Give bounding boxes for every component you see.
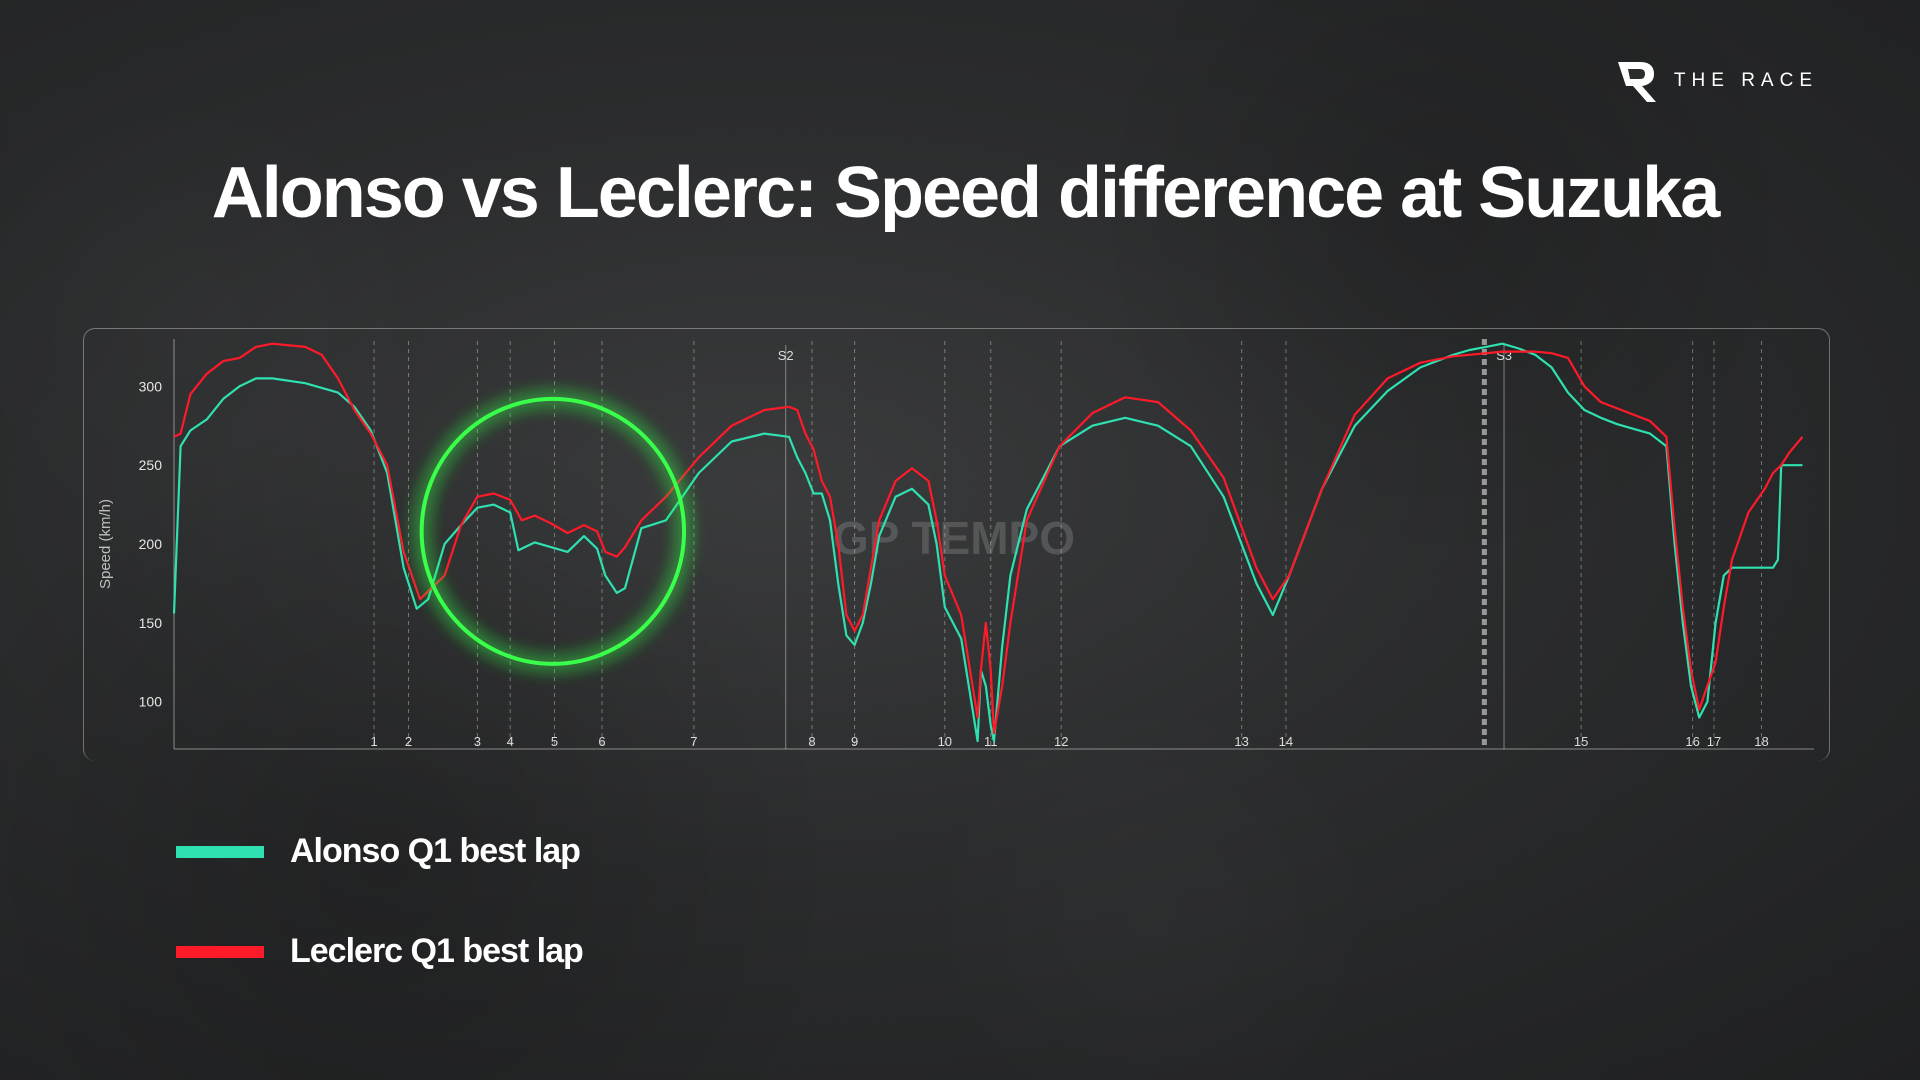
legend-label-alonso: Alonso Q1 best lap xyxy=(290,832,581,870)
legend-item-alonso: Alonso Q1 best lap xyxy=(176,832,581,871)
corner-label-13: 13 xyxy=(1234,734,1248,749)
corner-label-6: 6 xyxy=(598,734,605,749)
watermark-gp-tempo: GP TEMPO xyxy=(833,512,1075,564)
corner-label-8: 8 xyxy=(808,734,815,749)
brand-name: THE RACE xyxy=(1673,70,1818,91)
corner-label-5: 5 xyxy=(551,734,558,749)
sector-label-S3: S3 xyxy=(1496,348,1512,363)
y-tick-label-150: 150 xyxy=(139,615,163,631)
legend-label-leclerc: Leclerc Q1 best lap xyxy=(290,932,584,970)
corner-label-1: 1 xyxy=(370,734,377,749)
highlight-circle xyxy=(419,396,687,666)
series-line-leclerc xyxy=(173,342,1804,735)
page-title: Alonso vs Leclerc: Speed difference at S… xyxy=(211,153,1721,233)
corner-label-7: 7 xyxy=(690,734,697,749)
corner-label-3: 3 xyxy=(474,734,481,749)
corner-label-4: 4 xyxy=(507,734,514,749)
y-tick-label-250: 250 xyxy=(139,457,163,473)
y-tick-label-200: 200 xyxy=(139,536,163,552)
chart-panel: 100 150 200 250 300 Speed (km/h) 1 2 3 4 5 6 7 8 9 10 11… xyxy=(83,328,1830,761)
corner-label-17: 17 xyxy=(1707,734,1721,749)
corner-label-14: 14 xyxy=(1279,734,1293,749)
y-tick-label-100: 100 xyxy=(139,694,163,710)
brand-logo: THE RACE xyxy=(1614,58,1818,104)
corner-label-2: 2 xyxy=(405,734,412,749)
corner-label-18: 18 xyxy=(1754,734,1768,749)
corner-label-9: 9 xyxy=(851,734,858,749)
y-tick-label-300: 300 xyxy=(139,378,163,394)
legend-swatch-alonso xyxy=(176,845,264,858)
the-race-r-icon xyxy=(1617,62,1656,102)
corner-label-10: 10 xyxy=(938,734,952,749)
sector-label-S2: S2 xyxy=(778,348,794,363)
legend-swatch-leclerc xyxy=(176,945,264,958)
y-axis-label: Speed (km/h) xyxy=(97,499,114,589)
corner-label-12: 12 xyxy=(1054,734,1068,749)
corner-label-15: 15 xyxy=(1574,734,1588,749)
corner-label-16: 16 xyxy=(1685,734,1699,749)
legend-item-leclerc: Leclerc Q1 best lap xyxy=(176,932,584,971)
